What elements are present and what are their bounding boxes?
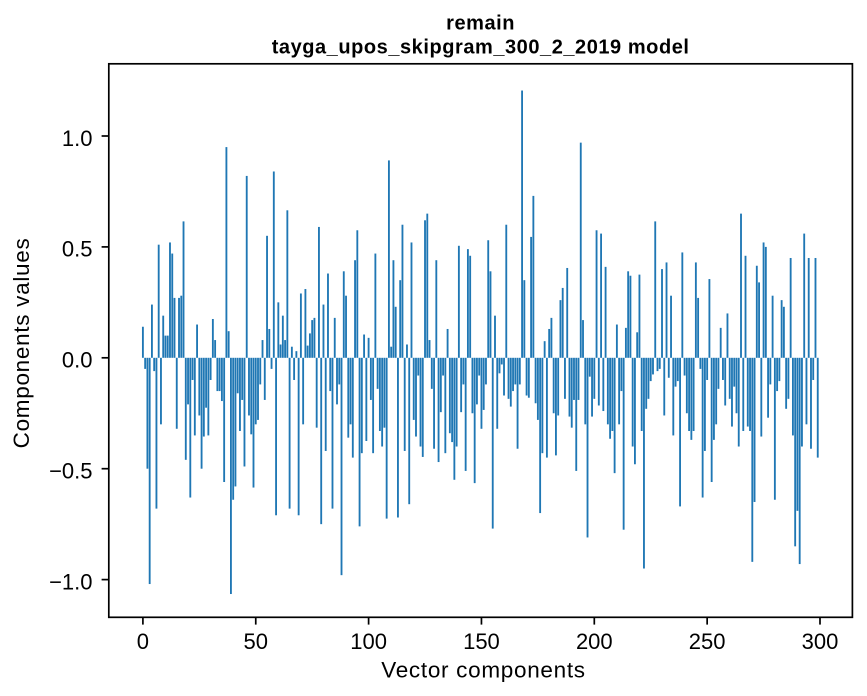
svg-text:200: 200 (576, 629, 613, 654)
svg-text:0.5: 0.5 (62, 237, 93, 262)
svg-text:−1.0: −1.0 (49, 569, 92, 594)
svg-text:100: 100 (350, 629, 387, 654)
svg-text:1.0: 1.0 (62, 126, 93, 151)
svg-text:Vector components: Vector components (381, 658, 586, 683)
svg-text:remain: remain (446, 13, 515, 35)
svg-text:0.0: 0.0 (62, 348, 93, 373)
svg-text:250: 250 (689, 629, 726, 654)
svg-text:0: 0 (137, 629, 149, 654)
svg-text:300: 300 (802, 629, 839, 654)
svg-text:150: 150 (463, 629, 500, 654)
svg-text:Components values: Components values (9, 238, 34, 449)
svg-text:tayga_upos_skipgram_300_2_2019: tayga_upos_skipgram_300_2_2019 model (272, 37, 690, 59)
svg-text:−0.5: −0.5 (49, 459, 92, 484)
svg-text:50: 50 (244, 629, 268, 654)
